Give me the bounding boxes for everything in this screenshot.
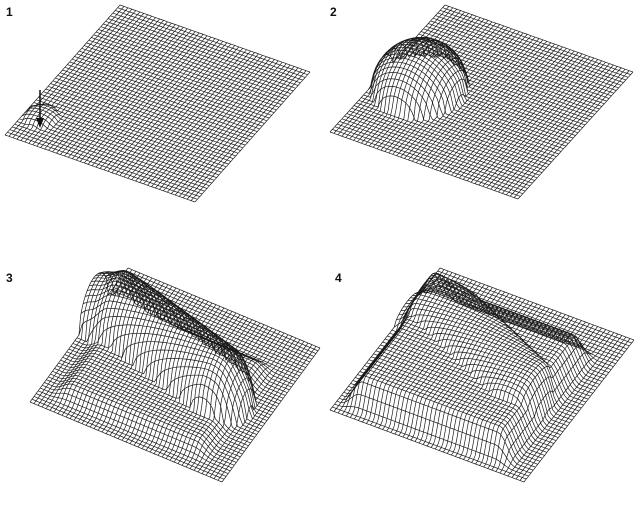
panel-label: 1 xyxy=(6,5,13,19)
mesh-line xyxy=(332,407,526,479)
panel-label: 4 xyxy=(335,271,342,285)
mesh-line xyxy=(415,300,525,442)
mesh-line xyxy=(334,6,449,133)
mesh-line xyxy=(423,303,533,445)
mesh-line xyxy=(352,108,540,175)
mesh-line xyxy=(330,132,518,199)
mesh xyxy=(330,5,633,199)
figure: 1 2 3 4 xyxy=(0,0,634,523)
mesh-line xyxy=(82,286,180,424)
mesh-line xyxy=(337,394,531,473)
mesh-line xyxy=(32,399,224,479)
panel-label: 2 xyxy=(330,5,337,19)
mesh-line xyxy=(67,352,259,432)
mesh-line xyxy=(516,337,626,479)
mesh-line xyxy=(222,348,320,482)
mesh-line xyxy=(342,119,530,186)
mesh-line xyxy=(330,410,524,482)
mesh-line xyxy=(340,121,528,188)
mesh xyxy=(330,268,634,482)
mesh-line xyxy=(342,9,457,136)
mesh-line xyxy=(404,32,519,159)
mesh xyxy=(30,268,320,482)
mesh-line xyxy=(335,127,523,194)
mesh-line xyxy=(393,27,508,154)
mesh-line xyxy=(86,289,184,426)
mesh-line xyxy=(435,307,545,449)
mesh-line xyxy=(332,129,520,196)
mesh xyxy=(5,5,310,202)
panel-label: 3 xyxy=(6,271,13,285)
mesh-line xyxy=(354,106,542,173)
mesh-line xyxy=(350,12,465,139)
mesh-line xyxy=(349,111,537,178)
mesh-line xyxy=(344,116,532,183)
mesh-line xyxy=(198,338,296,472)
